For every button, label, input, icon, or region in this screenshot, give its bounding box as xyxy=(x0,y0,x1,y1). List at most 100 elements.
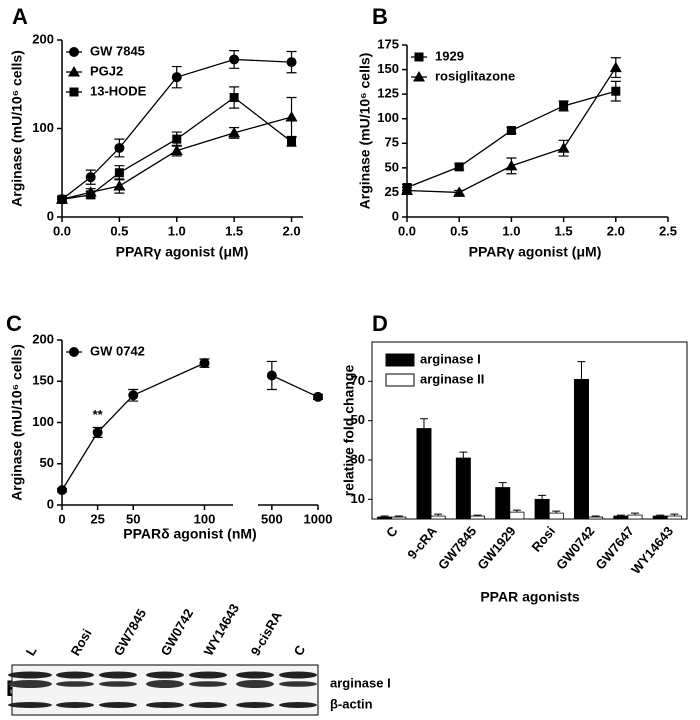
marker xyxy=(559,101,569,111)
bar xyxy=(455,457,471,520)
x-tick-label: GW0742 xyxy=(553,523,597,572)
band xyxy=(236,680,274,688)
x-tick-label: 1.5 xyxy=(225,223,243,238)
y-axis-title: Arginase (mU/10⁶ cells) xyxy=(9,50,25,207)
error-bar xyxy=(538,494,547,500)
band xyxy=(189,702,227,708)
y-tick-label: 0 xyxy=(47,208,54,223)
legend-label: 13-HODE xyxy=(90,83,147,98)
error-bar xyxy=(577,361,586,380)
x-axis-title: PPARγ agonist (μM) xyxy=(469,244,602,260)
y-tick-label: 25 xyxy=(385,184,399,199)
panel-label: C xyxy=(6,311,22,336)
x-tick-label: 2.5 xyxy=(659,223,677,238)
band xyxy=(236,702,274,708)
legend-marker xyxy=(413,71,425,82)
band xyxy=(189,671,227,679)
band xyxy=(56,681,94,687)
marker xyxy=(313,391,323,402)
legend-swatch xyxy=(385,353,415,367)
band xyxy=(146,702,184,708)
y-tick-label: 200 xyxy=(32,331,54,346)
x-tick-label: 500 xyxy=(261,511,283,526)
band xyxy=(56,702,94,708)
panel-label: D xyxy=(372,311,388,336)
legend-marker xyxy=(414,52,424,62)
legend-marker xyxy=(68,66,80,77)
bar xyxy=(652,515,668,520)
bar xyxy=(470,515,486,520)
marker xyxy=(287,137,297,147)
bar xyxy=(430,515,446,520)
bar xyxy=(495,487,511,520)
y-tick-label: 125 xyxy=(377,86,399,101)
y-tick-label: 30 xyxy=(351,451,365,466)
y-tick-label: 50 xyxy=(40,455,54,470)
band xyxy=(189,681,227,687)
x-tick-label: 1.0 xyxy=(168,223,186,238)
band xyxy=(99,671,137,679)
legend-label: PGJ2 xyxy=(90,63,123,78)
marker xyxy=(199,358,210,369)
marker xyxy=(172,134,182,144)
marker xyxy=(114,168,124,178)
x-tick-label: 25 xyxy=(90,511,104,526)
x-axis-title: PPARγ agonist (μM) xyxy=(116,244,249,260)
lane-label: 9-cisRA xyxy=(248,608,285,658)
legend-swatch xyxy=(385,373,415,387)
plot-frame xyxy=(371,341,688,520)
y-tick-label: 50 xyxy=(351,412,365,427)
x-tick-label: 2.0 xyxy=(282,223,300,238)
y-axis-title: Arginase (mU/10⁶ cells) xyxy=(357,53,373,210)
x-tick-label: 1000 xyxy=(304,511,333,526)
series-line xyxy=(61,116,292,200)
legend-label: 1929 xyxy=(435,48,464,63)
lane-label: WY14643 xyxy=(201,601,243,658)
marker xyxy=(228,126,241,138)
marker xyxy=(285,110,298,122)
band xyxy=(8,702,52,708)
band xyxy=(99,681,137,687)
legend-label: rosiglitazone xyxy=(435,68,515,83)
series-line xyxy=(61,96,292,200)
bar xyxy=(391,516,407,520)
bar xyxy=(666,515,682,520)
annotation: ** xyxy=(93,407,104,422)
band xyxy=(279,681,317,687)
y-tick-label: 100 xyxy=(377,110,399,125)
y-axis-title: relative fold change xyxy=(341,365,357,497)
marker xyxy=(454,162,464,172)
legend-label: GW 0742 xyxy=(90,343,145,358)
band xyxy=(146,680,184,688)
legend-label: arginase II xyxy=(420,371,484,386)
marker xyxy=(453,186,466,197)
y-tick-label: 0 xyxy=(47,496,54,511)
x-tick-label: 50 xyxy=(126,511,140,526)
bar xyxy=(548,512,564,520)
error-bar xyxy=(459,451,468,459)
x-tick-label: 2.0 xyxy=(607,223,625,238)
x-tick-label: 0 xyxy=(58,511,65,526)
x-tick-label: WY14643 xyxy=(628,523,676,576)
panel-label: A xyxy=(12,4,28,29)
marker xyxy=(506,126,516,136)
x-tick-label: 1.5 xyxy=(555,223,573,238)
lane-label: C xyxy=(291,642,309,658)
x-tick-label: Rosi xyxy=(529,523,559,554)
marker xyxy=(609,61,622,73)
y-tick-label: 50 xyxy=(385,159,399,174)
x-tick-label: GW7845 xyxy=(435,523,479,572)
marker xyxy=(85,172,96,183)
bar xyxy=(416,428,432,520)
y-tick-label: 100 xyxy=(32,414,54,429)
marker xyxy=(401,184,413,195)
marker xyxy=(170,144,183,156)
bar xyxy=(588,516,604,520)
x-tick-label: 0.5 xyxy=(450,223,468,238)
marker xyxy=(128,390,139,401)
x-tick-label: 100 xyxy=(194,511,216,526)
y-tick-label: 0 xyxy=(392,208,399,223)
marker xyxy=(611,86,621,96)
y-tick-label: 10 xyxy=(351,491,365,506)
series-line xyxy=(61,58,292,200)
